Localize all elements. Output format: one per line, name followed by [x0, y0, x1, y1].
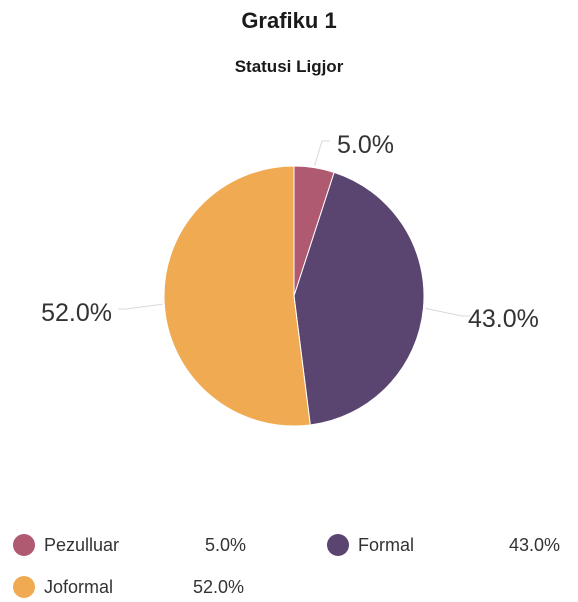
slice-label-joformal: 52.0% — [41, 299, 112, 327]
chart-title: Grafiku 1 — [241, 8, 337, 33]
slice-label-pezulluar: 5.0% — [337, 131, 394, 159]
chart-subtitle: Statusi Ligjor — [234, 57, 344, 76]
leader-line-formal — [425, 307, 470, 317]
pie-slice-formal[interactable] — [293, 171, 425, 426]
legend-swatch-formal — [327, 534, 349, 556]
legend-item-pezulluar[interactable]: Pezulluar — [13, 530, 119, 560]
legend-item-joformal[interactable]: Joformal — [13, 572, 113, 602]
legend-label-pezulluar: Pezulluar — [44, 534, 120, 555]
legend-label-formal: Formal — [358, 534, 415, 555]
legend-value-joformal: 52.0% — [193, 577, 245, 597]
leader-line-joformal — [118, 303, 163, 310]
slice-label-formal: 43.0% — [468, 305, 539, 333]
leader-line-pezulluar — [314, 140, 330, 166]
legend-swatch-joformal — [13, 576, 35, 598]
legend-swatch-pezulluar — [13, 534, 35, 556]
pie-chart: 5.0% 43.0% 52.0% — [41, 131, 539, 427]
pie-slice-joformal[interactable] — [163, 165, 311, 427]
legend-value-pezulluar: 5.0% — [205, 535, 247, 555]
legend-label-joformal: Joformal — [44, 576, 114, 597]
legend-item-formal[interactable]: Formal — [327, 530, 414, 560]
legend-value-formal: 43.0% — [509, 535, 561, 555]
